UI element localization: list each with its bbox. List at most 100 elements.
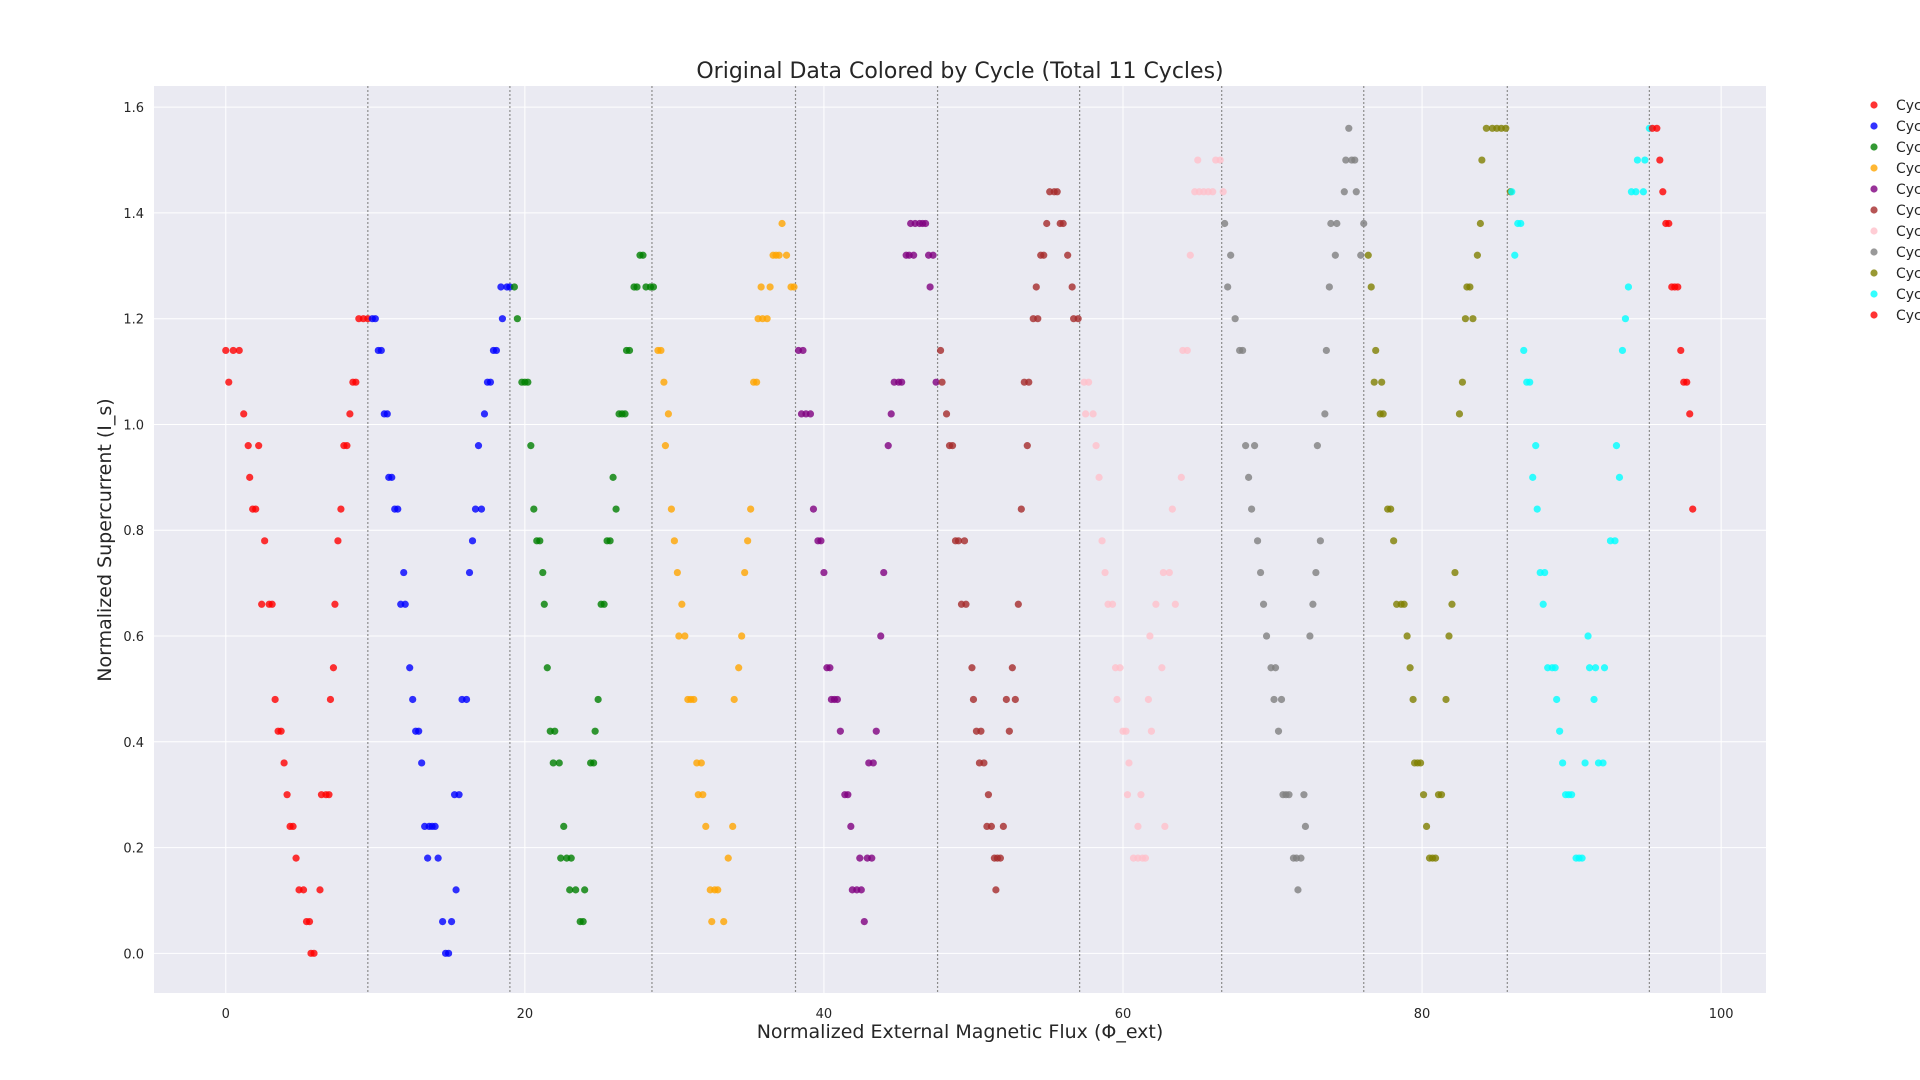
data-point xyxy=(649,283,658,291)
data-point xyxy=(1177,473,1185,481)
data-point xyxy=(439,918,447,926)
data-point xyxy=(730,695,738,704)
legend-entry-label: Cyc xyxy=(1896,203,1920,219)
data-point xyxy=(1219,188,1227,196)
data-point xyxy=(283,791,291,799)
data-point xyxy=(833,695,841,704)
data-point xyxy=(240,410,248,418)
data-point xyxy=(625,346,634,355)
legend-marker xyxy=(1870,164,1878,172)
data-point xyxy=(480,410,489,418)
data-point xyxy=(702,822,710,831)
x-tick-label: 40 xyxy=(816,1007,833,1022)
x-axis-label: Normalized External Magnetic Flux (Φ_ext… xyxy=(757,1021,1164,1043)
y-tick-label: 0.2 xyxy=(123,842,144,857)
data-point xyxy=(371,315,379,323)
data-point xyxy=(431,822,439,831)
data-point xyxy=(1095,473,1103,481)
data-point xyxy=(954,537,963,545)
data-point xyxy=(434,854,442,862)
data-point xyxy=(1231,315,1239,323)
data-point xyxy=(1309,600,1317,608)
data-point xyxy=(1473,251,1481,259)
data-point xyxy=(557,854,565,862)
data-point xyxy=(609,473,617,481)
data-point xyxy=(621,410,629,418)
data-point xyxy=(415,727,423,735)
y-tick-label: 1.6 xyxy=(123,101,144,116)
data-point xyxy=(1340,188,1348,196)
data-point xyxy=(753,378,761,386)
data-point xyxy=(1633,156,1641,164)
data-point xyxy=(962,600,970,608)
y-tick-label: 1.2 xyxy=(123,313,144,328)
data-point xyxy=(325,791,333,799)
data-point xyxy=(572,886,580,894)
data-point xyxy=(1656,156,1664,164)
data-point xyxy=(661,442,670,450)
data-point xyxy=(1568,791,1576,799)
data-point xyxy=(1351,156,1359,164)
data-point xyxy=(1387,505,1395,513)
data-point xyxy=(255,442,263,450)
data-point xyxy=(1301,822,1310,831)
data-point xyxy=(799,346,807,355)
data-point xyxy=(1539,600,1547,608)
data-point xyxy=(594,695,602,704)
data-point xyxy=(1333,219,1341,228)
data-point xyxy=(1364,251,1372,259)
legend-entry-label: Cyc xyxy=(1896,266,1920,282)
data-point xyxy=(1451,568,1459,577)
data-point xyxy=(1043,219,1051,228)
series-1 xyxy=(222,315,372,957)
data-point xyxy=(699,791,707,799)
data-point xyxy=(1159,568,1167,577)
data-point xyxy=(316,886,324,894)
data-point xyxy=(1529,473,1537,481)
legend-marker xyxy=(1870,185,1878,193)
data-point xyxy=(447,918,456,926)
data-point xyxy=(670,537,678,545)
data-point xyxy=(880,568,888,577)
data-point xyxy=(697,759,705,767)
data-point xyxy=(1409,695,1417,704)
data-point xyxy=(229,346,237,355)
data-point xyxy=(741,568,749,577)
x-tick-label: 100 xyxy=(1709,1007,1734,1022)
data-point xyxy=(418,759,426,767)
data-point xyxy=(1300,791,1308,799)
y-axis-label: Normalized Supercurrent (I_s) xyxy=(94,398,116,681)
data-point xyxy=(268,600,276,608)
data-point xyxy=(1331,251,1339,259)
data-point xyxy=(1122,727,1130,735)
data-point xyxy=(1186,251,1194,259)
data-point xyxy=(790,283,798,291)
data-point xyxy=(1653,124,1661,132)
data-point xyxy=(1245,473,1253,481)
data-point xyxy=(809,505,818,513)
data-point xyxy=(775,251,783,259)
data-point xyxy=(1158,664,1166,672)
data-point xyxy=(1294,886,1302,894)
legend-marker xyxy=(1870,122,1878,130)
data-point xyxy=(1422,822,1431,831)
data-point xyxy=(252,505,260,513)
data-point xyxy=(1002,695,1010,704)
data-point xyxy=(1677,346,1685,355)
data-point xyxy=(977,727,985,735)
data-point xyxy=(960,537,969,545)
data-point xyxy=(222,346,230,355)
data-point xyxy=(1082,410,1090,418)
data-point xyxy=(1370,378,1378,386)
data-point xyxy=(657,346,665,355)
data-point xyxy=(477,505,486,513)
data-point xyxy=(1590,695,1598,704)
legend-marker xyxy=(1870,311,1878,319)
data-point xyxy=(1144,695,1153,704)
data-point xyxy=(877,632,885,640)
data-point xyxy=(708,918,716,926)
data-point xyxy=(1455,410,1464,418)
data-point xyxy=(401,600,409,608)
data-point xyxy=(1665,219,1673,228)
data-point xyxy=(1011,695,1019,704)
